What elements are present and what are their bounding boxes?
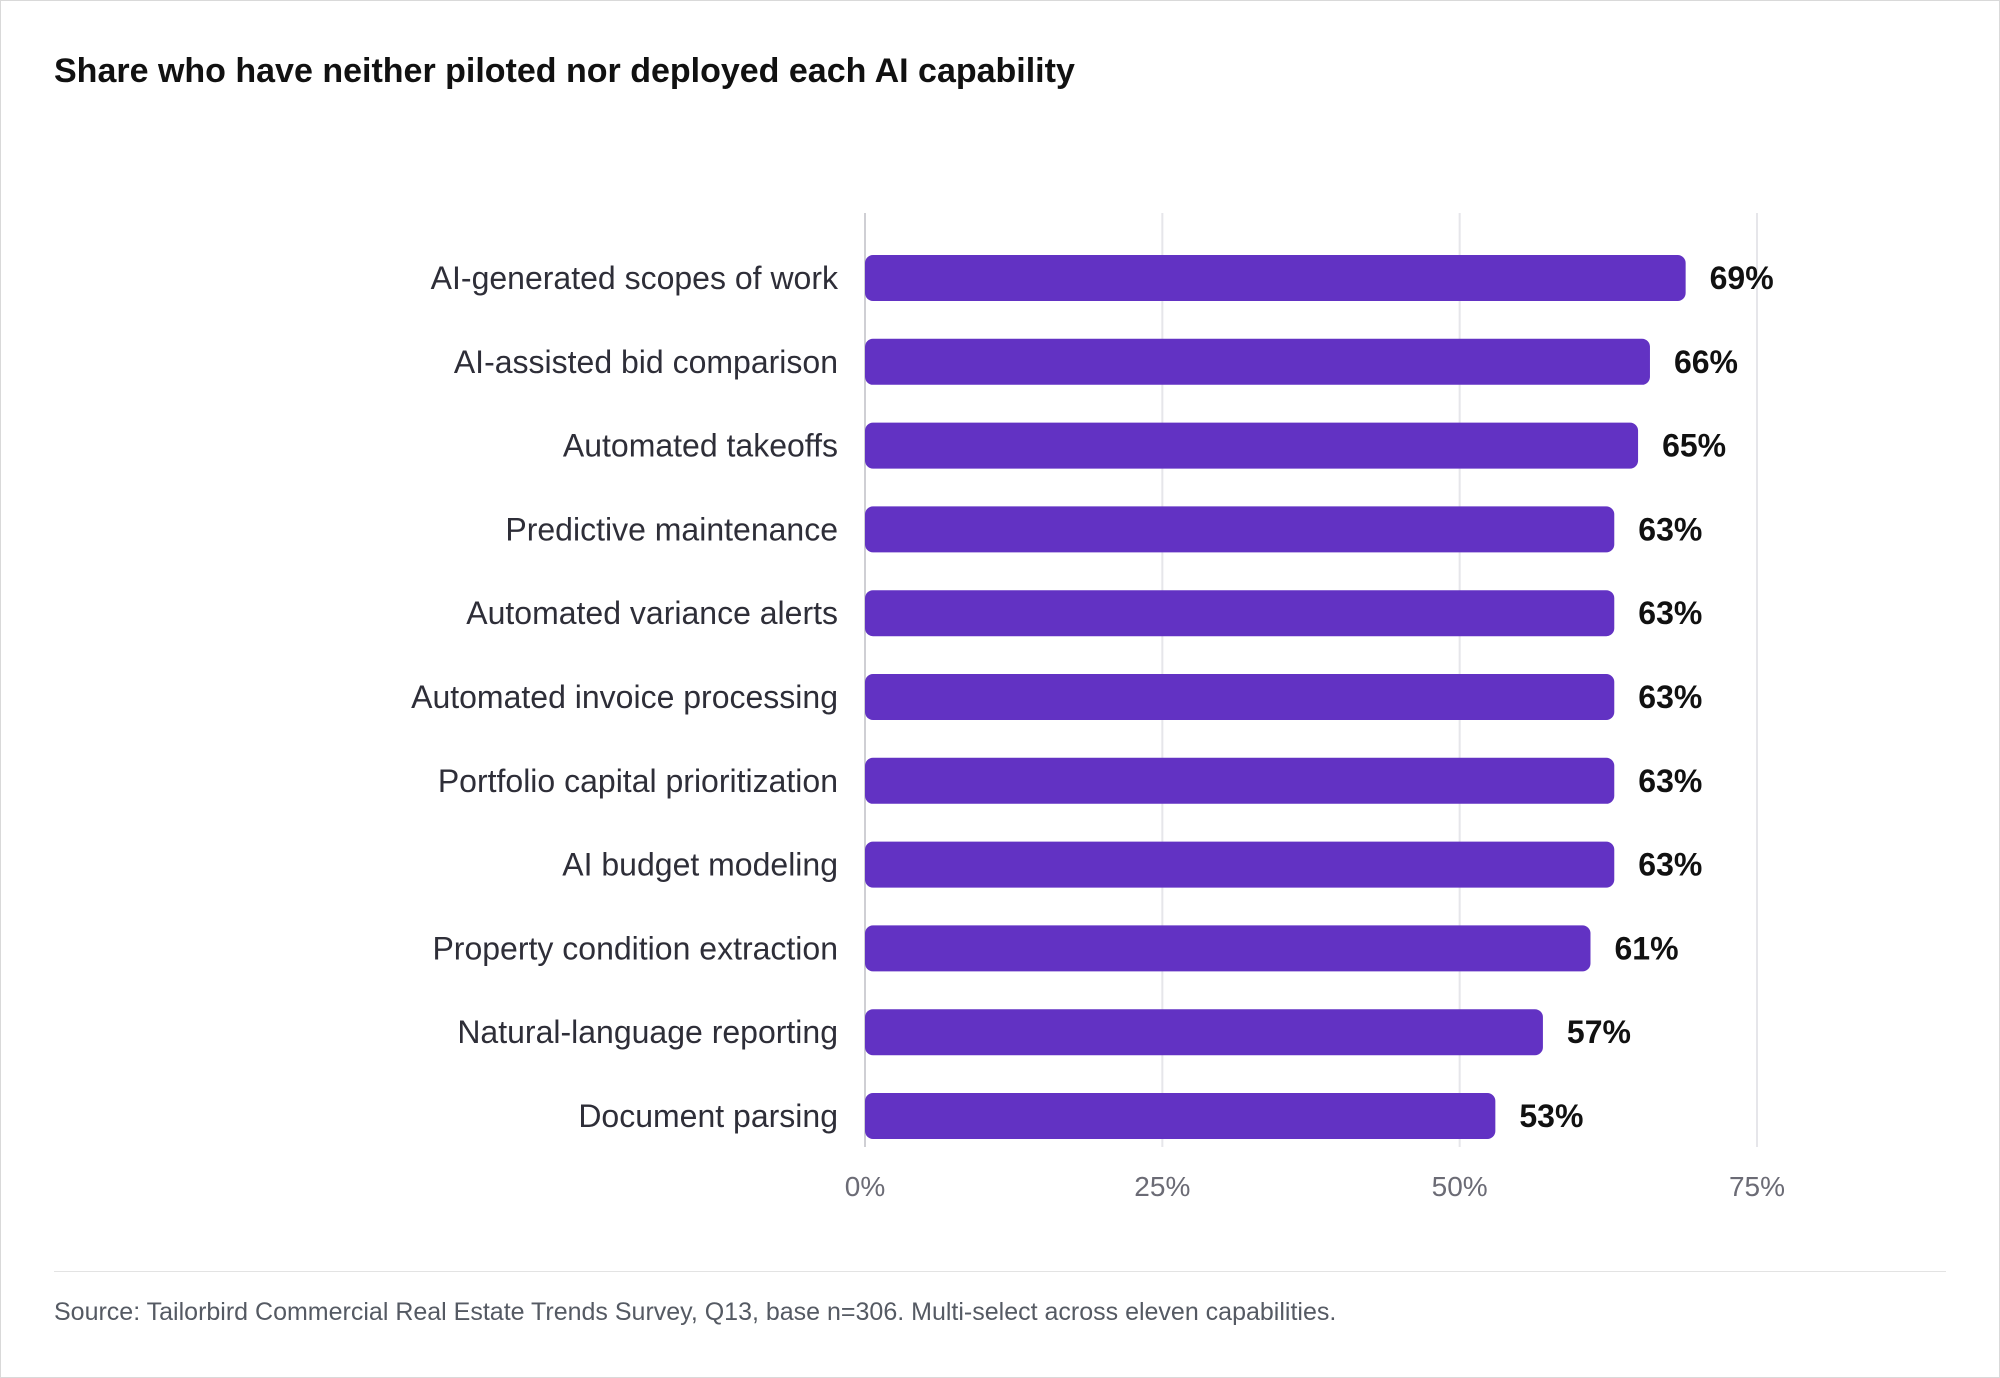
chart-title: Share who have neither piloted nor deplo… [54, 52, 1075, 90]
category-label: AI-generated scopes of work [431, 260, 839, 296]
category-label: Predictive maintenance [505, 511, 838, 547]
bar [865, 925, 1591, 972]
category-label: Automated invoice processing [411, 679, 838, 715]
category-label: Portfolio capital prioritization [438, 763, 838, 799]
bar [865, 422, 1639, 469]
bar [865, 506, 1615, 553]
value-label: 63% [1638, 511, 1702, 547]
x-tick-label: 25% [1134, 1171, 1190, 1202]
bar [865, 590, 1615, 637]
category-label: Natural-language reporting [457, 1014, 838, 1050]
bar [865, 1093, 1496, 1139]
category-label: Document parsing [578, 1098, 838, 1134]
x-tick-label: 75% [1729, 1171, 1785, 1202]
footer-divider [54, 1271, 1946, 1272]
category-label: AI budget modeling [562, 847, 838, 883]
value-label: 63% [1638, 595, 1702, 631]
bar [865, 255, 1686, 301]
value-label: 69% [1710, 260, 1774, 296]
bar [865, 338, 1650, 385]
bar [865, 757, 1615, 804]
category-label: AI-assisted bid comparison [454, 344, 838, 380]
value-label: 65% [1662, 428, 1726, 464]
source-note: Source: Tailorbird Commercial Real Estat… [54, 1298, 1337, 1326]
value-label: 63% [1638, 679, 1702, 715]
x-tick-label: 0% [845, 1171, 885, 1202]
value-label: 66% [1674, 344, 1738, 380]
x-tick-label: 50% [1432, 1171, 1488, 1202]
value-label: 63% [1638, 763, 1702, 799]
value-label: 57% [1567, 1014, 1631, 1050]
category-label: Property condition extraction [432, 930, 838, 966]
category-label: Automated variance alerts [466, 595, 838, 631]
value-label: 61% [1614, 930, 1678, 966]
category-label: Automated takeoffs [563, 428, 838, 464]
value-label: 53% [1519, 1098, 1583, 1134]
bar [865, 1009, 1543, 1056]
bar [865, 841, 1615, 888]
bar [865, 674, 1615, 720]
value-label: 63% [1638, 847, 1702, 883]
